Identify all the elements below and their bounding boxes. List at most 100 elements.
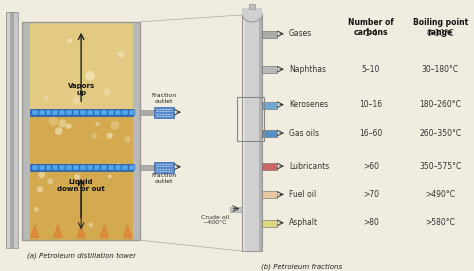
Bar [59,165,65,170]
Text: Fuel oil: Fuel oil [289,190,316,199]
Circle shape [108,174,112,178]
Bar [73,165,79,170]
Text: 5–10: 5–10 [362,65,380,74]
Bar [155,107,174,118]
Bar [262,192,277,198]
Circle shape [37,186,43,192]
Bar [10,12,14,248]
Text: Liquid
down or out: Liquid down or out [57,179,105,192]
Bar [242,8,262,15]
Circle shape [43,96,48,101]
Bar [262,220,277,227]
Bar [59,110,65,115]
Text: Naphthas: Naphthas [289,65,326,74]
Bar [38,165,45,170]
Circle shape [118,51,124,58]
Bar [230,207,242,212]
Bar [6,12,18,248]
Text: (b) Petroleum fractions: (b) Petroleum fractions [261,263,342,270]
Polygon shape [77,225,85,237]
Bar [30,22,133,240]
Text: 30–180°C: 30–180°C [421,65,459,74]
Text: >60: >60 [363,162,379,170]
Bar [73,110,79,115]
Bar [242,15,262,251]
Text: (a) Petroleum distillation tower: (a) Petroleum distillation tower [27,252,136,259]
Bar [22,22,140,240]
Bar [140,110,155,115]
Bar [46,165,52,170]
Bar [30,109,133,116]
Text: 0–30°C: 0–30°C [426,29,454,38]
Text: >70: >70 [363,190,379,199]
Bar [155,162,174,173]
Bar [128,165,135,170]
Circle shape [49,116,58,126]
Polygon shape [31,225,38,237]
Bar [80,165,86,170]
Bar [108,165,114,170]
Bar [242,15,246,251]
Bar [262,163,277,170]
Bar [115,165,121,170]
Circle shape [67,38,72,43]
Circle shape [58,119,67,127]
Bar [53,110,58,115]
Text: Gas oils: Gas oils [289,128,319,137]
Bar [87,110,93,115]
Circle shape [91,133,97,139]
Circle shape [73,96,80,104]
Text: Gases: Gases [289,29,312,38]
Bar [108,110,114,115]
Bar [38,110,45,115]
Text: 10–16: 10–16 [359,100,383,109]
Text: >490°C: >490°C [425,190,455,199]
Text: Fraction
outlet: Fraction outlet [152,93,177,104]
Bar [115,110,121,115]
Bar [66,165,72,170]
Text: 1–4: 1–4 [364,29,378,38]
Text: Lubricants: Lubricants [289,162,329,170]
Circle shape [46,110,52,116]
Text: >80: >80 [363,218,379,227]
Circle shape [55,127,63,135]
Bar [262,130,277,137]
Bar [30,22,133,114]
Bar [133,22,140,240]
Bar [46,110,52,115]
Bar [249,4,255,9]
Bar [87,165,93,170]
Bar [53,165,58,170]
Bar [30,164,133,171]
Polygon shape [54,225,62,237]
Text: Kerosenes: Kerosenes [289,100,328,109]
Circle shape [89,222,93,227]
Bar [101,110,107,115]
Bar [94,110,100,115]
Bar [262,31,277,38]
Bar [128,110,135,115]
Polygon shape [124,225,132,237]
Text: Crude oil
~400°C: Crude oil ~400°C [201,215,229,225]
Bar [80,110,86,115]
Bar [14,12,18,248]
Text: Number of
carbons: Number of carbons [348,18,394,37]
Bar [32,110,37,115]
Bar [237,97,264,141]
Text: 180–260°C: 180–260°C [419,100,461,109]
Circle shape [85,71,95,81]
Bar [140,165,155,170]
Circle shape [104,89,110,96]
Bar [259,15,262,251]
Text: 260–350°C: 260–350°C [419,128,461,137]
Polygon shape [100,225,109,237]
Bar [66,110,72,115]
Text: Asphalt: Asphalt [289,218,318,227]
Text: Fraction
outlet: Fraction outlet [152,173,177,184]
Bar [262,66,277,73]
Bar [6,12,10,248]
Bar [122,165,128,170]
Text: 350–575°C: 350–575°C [419,162,461,170]
Circle shape [66,124,72,129]
Circle shape [47,178,53,184]
